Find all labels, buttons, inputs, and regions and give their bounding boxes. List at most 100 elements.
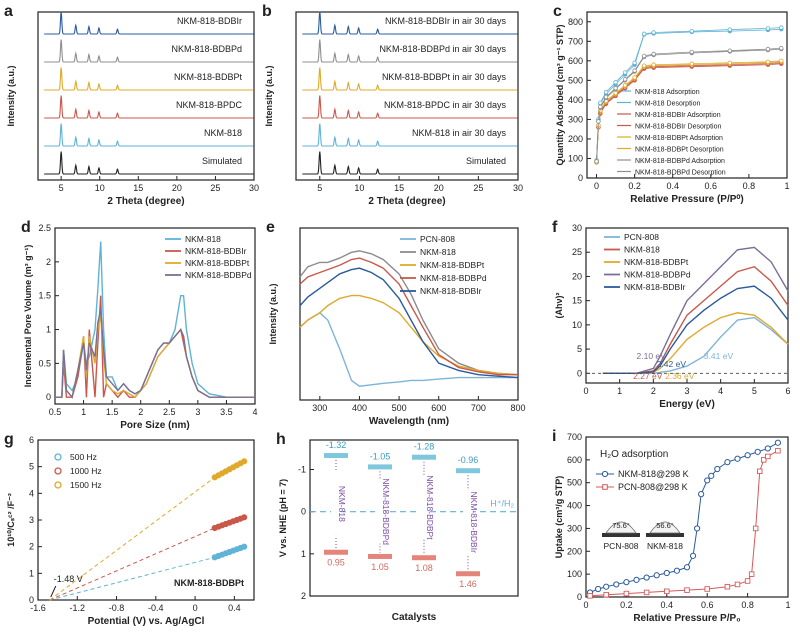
legend-label: NKM-818-BDBIr [420, 286, 482, 296]
cb-value-label: -0.96 [458, 455, 479, 465]
y-tick-label: 30 [572, 223, 582, 233]
data-point [779, 25, 784, 30]
data-point [603, 94, 609, 100]
y-axis-label: Quantity Adsorbed (cm³ g⁻¹ STP) [555, 25, 565, 166]
legend-marker [601, 470, 609, 478]
y-axis-label: 10¹⁰/Cₛᶜ² /F⁻² [6, 493, 16, 547]
data-point [643, 589, 650, 596]
x-tick-label: 3.5 [220, 407, 233, 417]
legend-label: PCN-808@298 K [618, 482, 688, 492]
data-point [598, 104, 603, 109]
reference-label: H⁺/H₂ [490, 499, 514, 509]
plot-frame [37, 11, 255, 181]
data-point [595, 585, 602, 593]
droplet-sample-label: PCN-808 [604, 541, 639, 551]
x-axis-label: Wavelength (nm) [369, 416, 449, 427]
series-line [602, 285, 789, 375]
x-tick-label: 25 [210, 183, 220, 193]
x-tick-label: 400 [352, 403, 367, 413]
x-axis-label: Energy (eV) [659, 399, 715, 410]
data-point [727, 48, 733, 53]
legend-label: NKM-818-BDBPd Desorption [635, 170, 726, 177]
isotherm-line [589, 442, 779, 593]
y-tick-label: 1 [29, 568, 34, 578]
data-point [698, 491, 705, 498]
y-tick-label: -1 [298, 465, 306, 475]
series-line [299, 267, 519, 379]
x-tick-label: 1 [785, 600, 790, 610]
y-tick-label: 2 [301, 591, 306, 601]
sample-label: NKM-818-BDBPt [174, 578, 244, 588]
panel-letter: d [21, 219, 31, 236]
x-tick-label: 0 [583, 600, 588, 610]
x-tick-label: 1 [617, 386, 622, 396]
x-tick-label: 2 [651, 386, 656, 396]
plot-frame [295, 11, 519, 181]
category-label-bg [375, 479, 385, 544]
data-point [613, 85, 618, 91]
x-axis-label: Potential (V) vs. Ag/AgCl [88, 616, 205, 627]
y-tick-label: 4 [29, 488, 34, 498]
y-tick-label: 0 [577, 368, 582, 378]
x-axis-label: Pore Size (nm) [120, 420, 189, 431]
fit-line [49, 527, 215, 601]
series-line [55, 309, 255, 399]
panel-letter: b [262, 3, 272, 20]
legend-marker [602, 484, 608, 490]
xrd-pattern [302, 39, 518, 63]
y-tick-label: 0 [577, 592, 582, 602]
cb-bar [456, 468, 480, 474]
legend-label: NKM-818-BDBPd [624, 270, 691, 280]
x-axis-label: Relative Pressure P/P₀ [633, 613, 740, 624]
data-point [765, 26, 771, 31]
x-tick-label: 2 [138, 407, 143, 417]
data-point [622, 83, 628, 88]
x-axis-label: 2 Theta (degree) [368, 196, 445, 207]
x-tick-label: 2.5 [163, 407, 176, 417]
panel-letter: i [552, 428, 556, 445]
xrd-pattern [302, 123, 518, 147]
data-point [689, 49, 694, 55]
y-tick-label: 0 [301, 507, 306, 517]
x-tick-label: -0.8 [109, 603, 125, 613]
data-point [761, 457, 767, 463]
x-tick-label: 0.4 [661, 600, 674, 610]
data-point [756, 468, 763, 475]
series-label: NKM-818-BPDC in air 30 days [384, 100, 507, 110]
y-tick-label: 5 [29, 462, 34, 472]
y-tick-label: 600 [567, 455, 582, 465]
xrd-pattern [302, 11, 518, 35]
x-tick-label: 700 [471, 403, 486, 413]
x-tick-label: 0.6 [705, 181, 718, 191]
data-point [689, 552, 697, 559]
y-tick-label: 1.5 [38, 291, 51, 301]
plot-frame [585, 436, 789, 598]
series-label: NKM-818-BDBPd in air 30 days [379, 44, 506, 54]
data-point [603, 583, 610, 590]
x-axis-label: Relative Pressure (P/P⁰) [630, 194, 744, 205]
data-point [587, 593, 593, 599]
xrd-pattern [302, 95, 518, 119]
panel-letter: c [553, 3, 562, 20]
series-label: NKM-818-BPDC [176, 100, 243, 110]
water-droplet [649, 521, 681, 534]
data-point [765, 46, 771, 52]
y-tick-label: 5 [577, 344, 582, 354]
legend-label: NKM-818-BDBPt [420, 260, 485, 270]
y-axis-label: Intensity (a.u.) [264, 65, 274, 126]
legend-label: NKM-818-BDBPt Adsorption [635, 135, 723, 142]
data-point [603, 591, 609, 598]
xrd-pattern [302, 151, 518, 175]
x-tick-label: 6 [785, 386, 790, 396]
data-point [684, 587, 690, 593]
series-label: NKM-818-BDBPd [171, 44, 242, 54]
legend-label: NKM-818@298 K [618, 469, 689, 479]
y-tick-label: 2.5 [38, 223, 51, 233]
vb-value-label: 0.95 [327, 558, 345, 568]
data-point [744, 452, 751, 459]
y-tick-label: 3 [29, 515, 34, 525]
data-point [689, 61, 694, 66]
y-tick-label: 0 [578, 173, 583, 183]
series-line [602, 265, 789, 375]
